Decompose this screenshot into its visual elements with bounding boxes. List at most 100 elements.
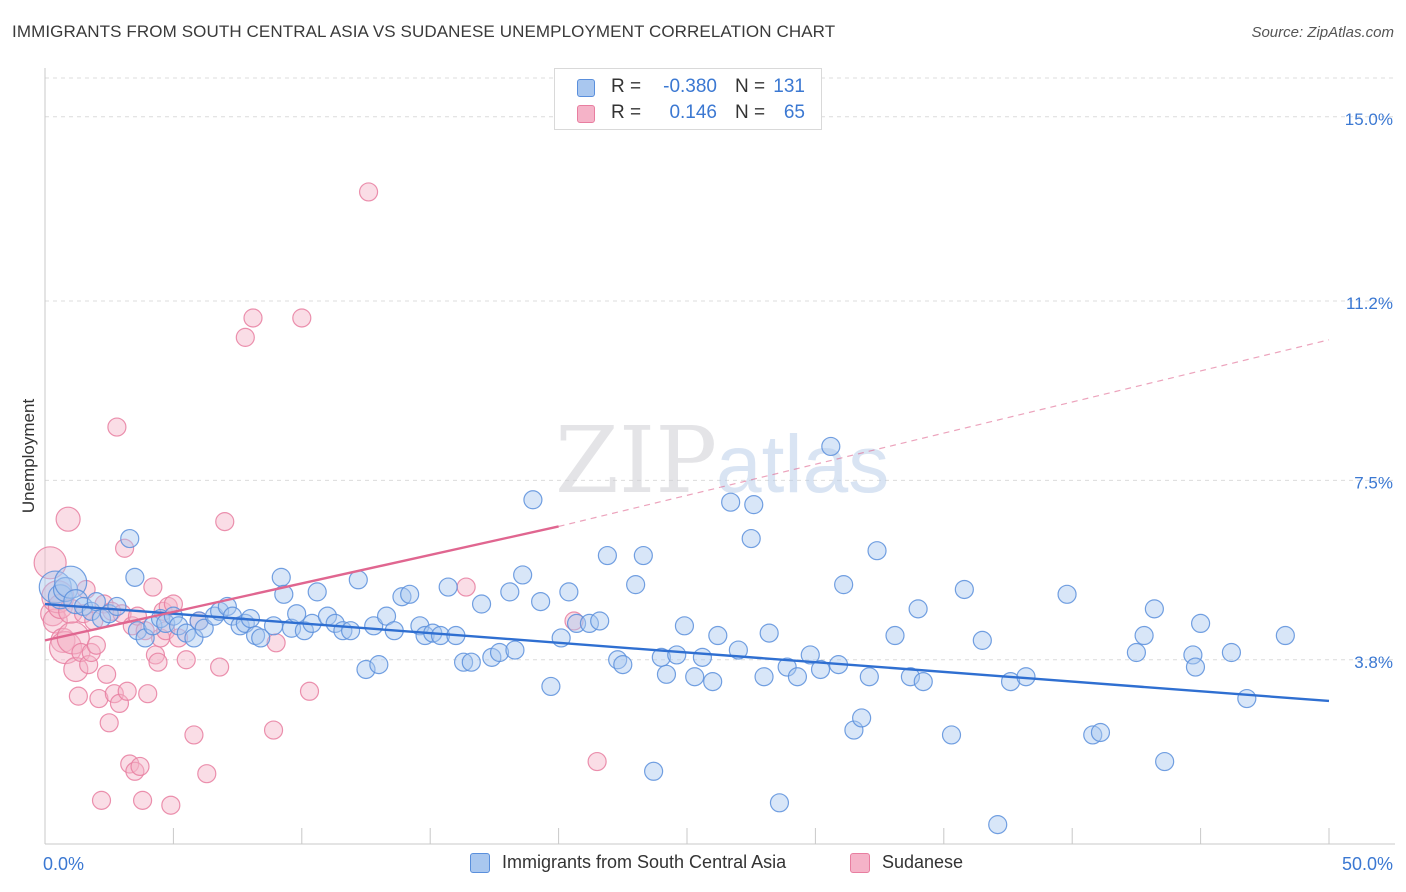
point-sudanese [55, 506, 81, 532]
y-tick-label: 11.2% [1346, 294, 1393, 313]
legend-swatch-blue [577, 79, 595, 97]
point-south-central-asia [287, 604, 307, 624]
point-south-central-asia [505, 640, 525, 660]
point-south-central-asia [1183, 645, 1203, 665]
trend-line-sudanese-extension [558, 339, 1330, 528]
legend-row-blue: R = -0.380 N = 131 [555, 74, 821, 102]
point-south-central-asia [1185, 657, 1206, 677]
point-sudanese [71, 642, 91, 663]
point-sudanese [138, 684, 158, 704]
trend-line-south-central-asia [44, 602, 1330, 703]
point-south-central-asia [135, 628, 155, 648]
point-south-central-asia [626, 575, 646, 595]
point-sudanese [89, 688, 109, 709]
point-sudanese [148, 652, 168, 672]
point-south-central-asia [972, 630, 992, 650]
point-south-central-asia [741, 528, 761, 549]
series-legend: Immigrants from South Central Asia Sudan… [0, 851, 1406, 877]
point-south-central-asia [369, 655, 389, 675]
point-south-central-asia [728, 640, 748, 660]
point-sudanese [86, 635, 106, 655]
point-south-central-asia [340, 621, 361, 641]
point-south-central-asia [307, 582, 327, 602]
tick-labels: 3.8% 7.5% 11.2% 15.0% 0.0% 50.0% [43, 110, 1393, 874]
point-south-central-asia [759, 623, 779, 643]
point-sudanese [99, 713, 119, 733]
point-south-central-asia [1190, 613, 1211, 634]
point-south-central-asia [685, 667, 705, 687]
point-south-central-asia [810, 659, 831, 680]
point-south-central-asia [1237, 688, 1257, 709]
point-south-central-asia [800, 645, 820, 665]
point-sudanese [109, 693, 130, 714]
point-south-central-asia [834, 575, 854, 595]
point-south-central-asia [692, 647, 713, 667]
point-sudanese [176, 650, 196, 670]
point-south-central-asia [230, 616, 250, 636]
point-sudanese [266, 633, 286, 653]
chart-source: Source: ZipAtlas.com [1251, 24, 1394, 41]
point-sudanese [215, 512, 235, 532]
point-south-central-asia [844, 720, 864, 740]
point-south-central-asia [415, 625, 435, 646]
point-sudanese [115, 538, 135, 558]
point-south-central-asia [1126, 642, 1147, 663]
point-sudanese [130, 756, 150, 777]
point-south-central-asia [1221, 642, 1242, 663]
point-south-central-asia [294, 621, 314, 641]
point-south-central-asia [400, 584, 420, 604]
point-south-central-asia [274, 584, 294, 604]
correlation-legend: R = -0.380 N = 131 R = 0.146 N = 65 [554, 68, 822, 130]
point-south-central-asia [859, 667, 879, 687]
point-sudanese [79, 655, 99, 675]
point-sudanese [132, 790, 153, 810]
legend-swatch-pink [850, 853, 870, 873]
point-south-central-asia [787, 667, 808, 687]
chart-title: IMMIGRANTS FROM SOUTH CENTRAL ASIA VS SU… [12, 22, 836, 41]
point-south-central-asia [325, 613, 345, 634]
legend-n-label: N = [735, 102, 766, 123]
point-sudanese [68, 686, 88, 706]
x-tick-label: 0.0% [43, 854, 84, 874]
point-south-central-asia [867, 541, 887, 561]
legend-n-label: N = [735, 76, 766, 97]
point-south-central-asia [263, 616, 284, 636]
point-south-central-asia [1057, 584, 1077, 604]
point-sudanese [63, 656, 89, 683]
point-south-central-asia [703, 671, 723, 692]
point-south-central-asia [913, 671, 933, 692]
point-south-central-asia [1144, 599, 1164, 619]
point-south-central-asia [644, 761, 664, 781]
point-south-central-asia [769, 793, 790, 813]
point-south-central-asia [744, 495, 764, 515]
y-tick-label: 7.5% [1354, 473, 1393, 492]
point-south-central-asia [471, 594, 492, 614]
point-sudanese [358, 182, 379, 202]
legend-r-label: R = [611, 102, 642, 123]
axis-layer [44, 68, 1395, 845]
point-sudanese [299, 681, 320, 701]
point-south-central-asia [356, 659, 376, 680]
x-tick-label: 50.0% [1342, 854, 1393, 874]
point-south-central-asia [127, 621, 148, 641]
watermark-zip: ZIP [555, 407, 717, 514]
legend-swatch-pink [577, 105, 595, 123]
y-tick-label: 3.8% [1354, 653, 1393, 672]
point-sudanese [197, 764, 217, 784]
watermark: ZIP atlas [555, 407, 889, 514]
point-south-central-asia [531, 591, 551, 612]
legend-swatch-blue [470, 853, 490, 873]
point-south-central-asia [559, 582, 579, 602]
point-sudanese [456, 577, 476, 597]
point-south-central-asia [168, 616, 189, 636]
point-south-central-asia [852, 708, 872, 728]
point-south-central-asia [754, 667, 774, 687]
point-south-central-asia [590, 611, 610, 631]
y-axis-label: Unemployment [19, 399, 38, 514]
point-sudanese [263, 720, 284, 740]
point-south-central-asia [47, 584, 74, 610]
legend-label: Immigrants from South Central Asia [502, 852, 787, 872]
legend-r-value: -0.380 [663, 76, 717, 97]
point-south-central-asia [1083, 725, 1103, 745]
